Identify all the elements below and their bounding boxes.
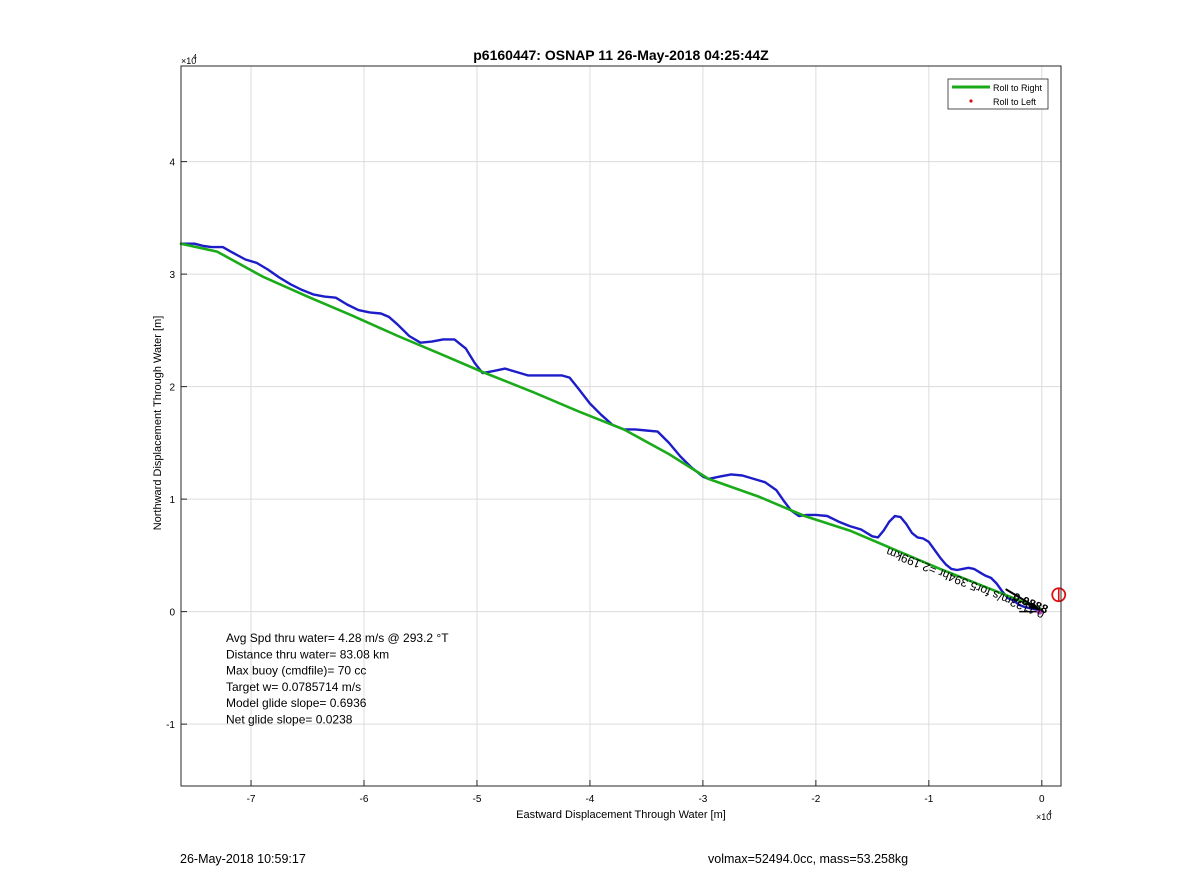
x-tick-label: -7: [247, 794, 256, 805]
x-exponent: ×10 4: [1036, 810, 1052, 822]
tick-layer: -7 -6 -5 -4 -3 -2 -1 0 -1 0 1 2 3 4: [166, 158, 1045, 805]
x-tick-label: -1: [924, 794, 933, 805]
y-tick-label: 1: [169, 495, 175, 506]
y-tick-label: 4: [169, 158, 175, 169]
axes-box: [180, 65, 1062, 787]
x-tick-label: -3: [698, 794, 707, 805]
stats-annotation-line: Target w= 0.0785714 m/s: [226, 680, 361, 694]
x-tick-label: -5: [473, 794, 482, 805]
svg-text:4: 4: [193, 54, 197, 61]
x-tick-label: -4: [585, 794, 594, 805]
rotated-distance-label-group: 0.1133m/s for5.394hr =2.199km: [884, 545, 1046, 621]
x-tick-label: -2: [811, 794, 820, 805]
legend-box: [947, 78, 1049, 110]
grid-lines: [181, 66, 1061, 786]
footer-mass-info: volmax=52494.0cc, mass=53.258kg: [708, 852, 909, 866]
y-exponent: ×10 4: [181, 54, 197, 66]
x-tick-label: 0: [1039, 794, 1045, 805]
y-axis-label: Northward Displacement Through Water [m]: [152, 316, 164, 531]
stats-annotation-line: Distance thru water= 83.08 km: [226, 647, 389, 661]
rotated-distance-label: 0.1133m/s for5.394hr =2.199km: [884, 545, 1046, 621]
x-tick-label: -6: [360, 794, 369, 805]
footer-timestamp: 26-May-2018 10:59:17: [180, 852, 306, 866]
current-arrow-head: [1028, 602, 1040, 610]
svg-text:×10: ×10: [1036, 812, 1051, 822]
stats-annotation-line: Avg Spd thru water= 4.28 m/s @ 293.2 °T: [226, 631, 449, 645]
legend: Roll to Right Roll to Left: [947, 78, 1049, 110]
x-axis-label: Eastward Displacement Through Water [m]: [516, 809, 726, 821]
legend-swatch-roll-left: [969, 99, 973, 103]
chart-title: p6160447: OSNAP 11 26-May-2018 04:25:44Z: [473, 47, 769, 63]
end-position-marker: [1036, 608, 1043, 615]
y-tick-label: -1: [166, 720, 175, 731]
stats-annotation-line: Model glide slope= 0.6936: [226, 696, 367, 710]
marker-layer: [1005, 587, 1067, 615]
legend-label-roll-right: Roll to Right: [993, 83, 1043, 93]
svg-text:×10: ×10: [181, 56, 196, 66]
y-tick-label: 3: [169, 270, 175, 281]
svg-text:4: 4: [1048, 810, 1052, 817]
stats-annotation-line: Net glide slope= 0.0238: [226, 713, 353, 727]
y-tick-label: 0: [169, 608, 175, 619]
legend-label-roll-left: Roll to Left: [993, 97, 1037, 107]
y-tick-label: 2: [169, 383, 175, 394]
series-roll-to-right-line: [179, 242, 1044, 611]
stats-annotation-line: Max buoy (cmdfile)= 70 cc: [226, 664, 366, 678]
series-layer: [179, 242, 1044, 611]
stats-annotation-block: Avg Spd thru water= 4.28 m/s @ 293.2 °T D…: [226, 631, 449, 727]
